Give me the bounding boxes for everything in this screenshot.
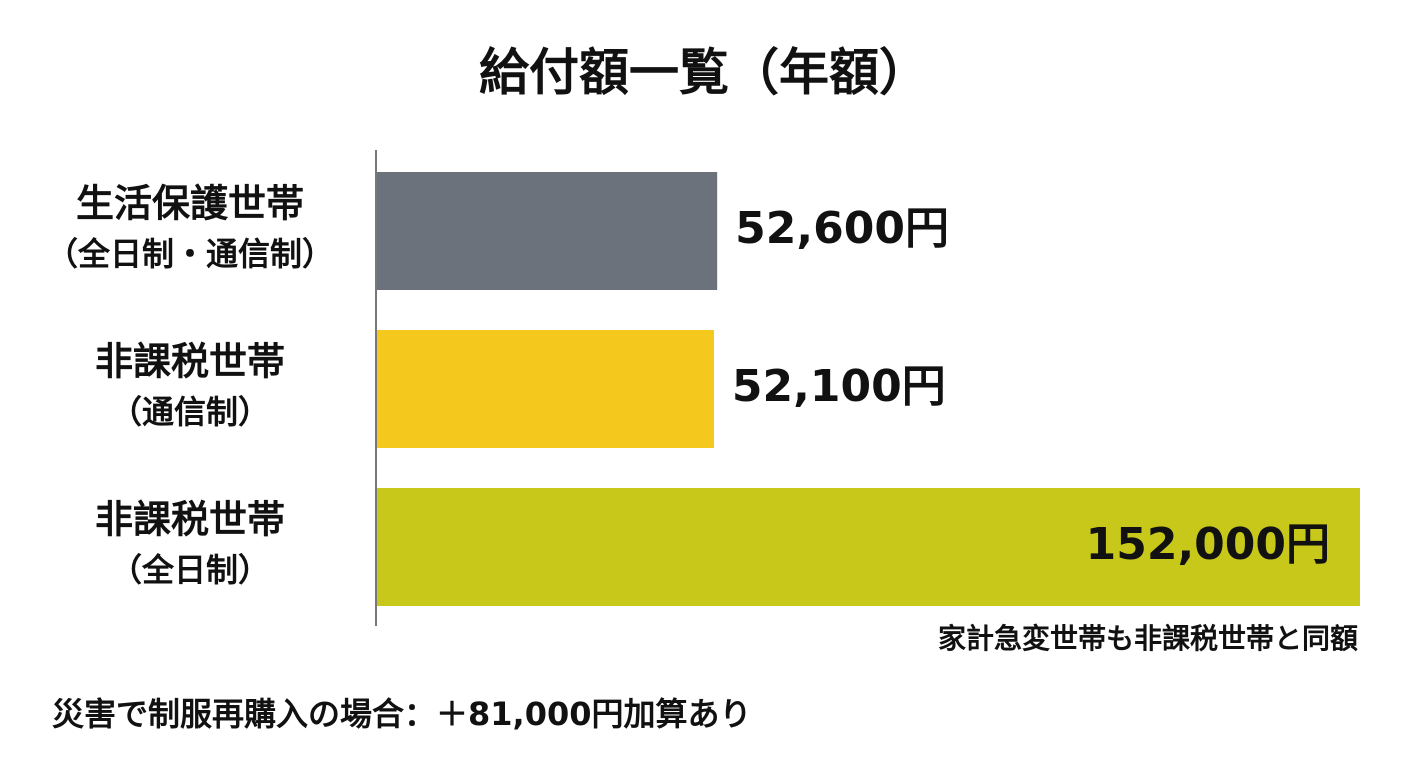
bar xyxy=(377,330,714,448)
category-label: （全日制） xyxy=(110,551,270,589)
category-label: 生活保護世帯 xyxy=(76,182,304,226)
footnote: 災害で制服再購入の場合：＋81,000円加算あり xyxy=(52,695,752,733)
bar xyxy=(377,172,718,290)
value-label: 152,000円 xyxy=(1086,519,1330,570)
value-label: 52,600円 xyxy=(735,203,949,254)
category-label: （通信制） xyxy=(110,393,270,431)
annotation: 家計急変世帯も非課税世帯と同額 xyxy=(938,622,1358,655)
bar xyxy=(377,488,1360,606)
category-label: （全日制・通信制） xyxy=(46,235,334,273)
chart-title: 給付額一覧（年額） xyxy=(479,44,929,102)
category-label: 非課税世帯 xyxy=(95,340,285,384)
value-label: 52,100円 xyxy=(732,361,946,412)
category-label: 非課税世帯 xyxy=(95,498,285,542)
